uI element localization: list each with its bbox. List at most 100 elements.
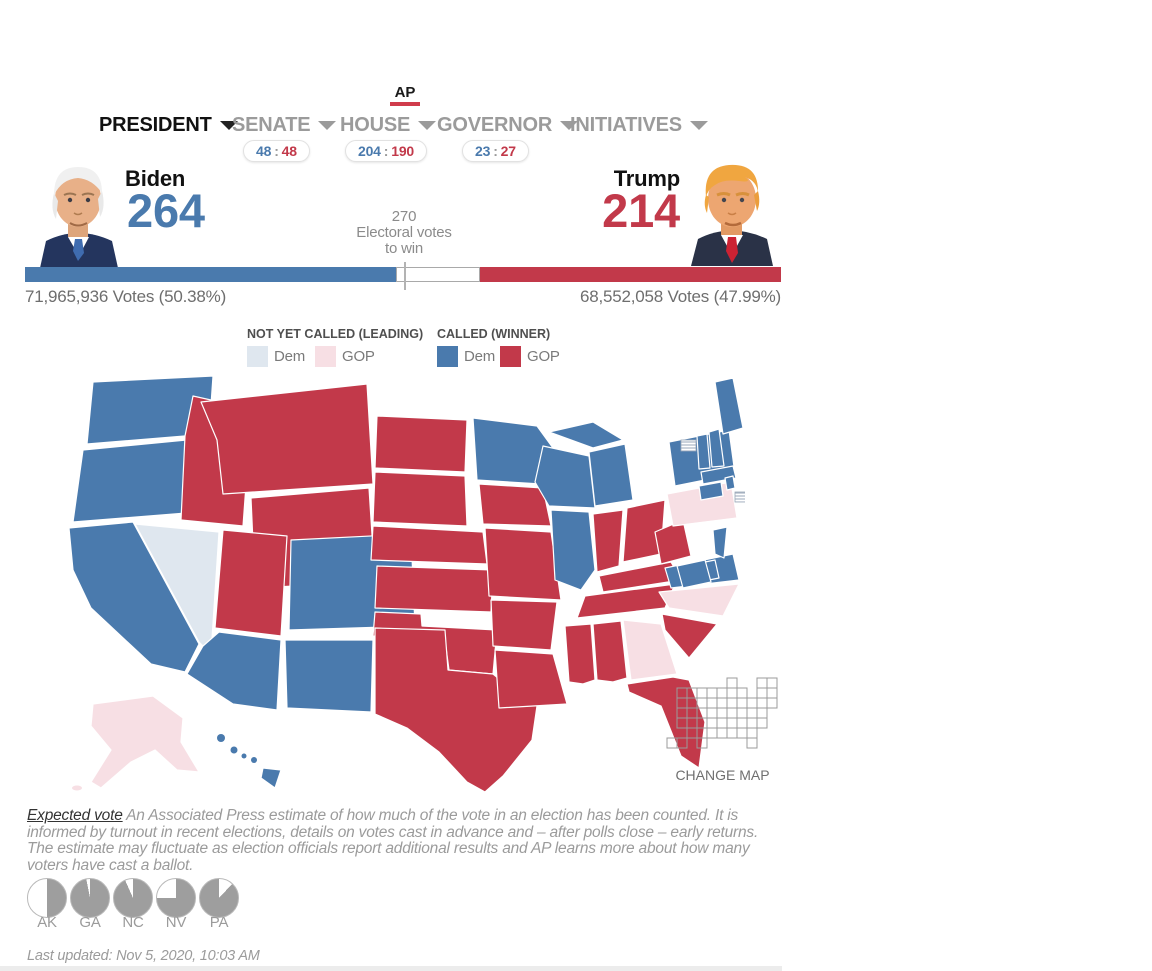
last-updated: Last updated: Nov 5, 2020, 10:03 AM [27, 948, 260, 964]
us-election-map [68, 375, 745, 793]
tab-senate[interactable]: SENATE [232, 114, 337, 137]
small-state-callout [734, 491, 745, 503]
expected-vote-pie-AK [27, 878, 67, 918]
ap-logo-text: AP [394, 84, 416, 101]
bar-remaining [395, 267, 481, 282]
state-WI[interactable] [534, 445, 596, 509]
threshold-value: 270 [391, 208, 417, 225]
expected-vote-title: Expected vote [27, 807, 123, 824]
house-dem-count: 204 [358, 143, 381, 159]
state-ME[interactable] [714, 377, 744, 435]
state-NJ[interactable] [712, 526, 728, 559]
state-NC[interactable] [658, 583, 740, 617]
state-RI[interactable] [724, 475, 736, 491]
state-HI[interactable] [251, 757, 257, 763]
ap-logo-underline [390, 102, 420, 106]
legend-called-title: CALLED (WINNER) [437, 327, 551, 341]
state-IA[interactable] [478, 483, 552, 527]
dem-popular-votes: 71,965,936 Votes (50.38%) [25, 287, 227, 306]
state-AR[interactable] [490, 599, 558, 651]
state-HI[interactable] [230, 746, 238, 754]
chevron-down-icon [560, 121, 579, 131]
state-MT[interactable] [200, 383, 374, 495]
state-AZ[interactable] [186, 631, 282, 711]
pill-separator: : [383, 143, 389, 159]
gop-candidate-name: Trump [613, 166, 680, 191]
threshold-line1: Electoral votes [356, 224, 452, 241]
state-HI[interactable] [241, 753, 247, 759]
legend-swatch-dem-leading [247, 346, 268, 367]
pie-label-GA: GA [79, 914, 101, 931]
legend-swatch-gop-leading [315, 346, 336, 367]
state-MI[interactable] [588, 443, 634, 507]
dem-electoral-count: 264 [127, 184, 205, 237]
state-MS[interactable] [564, 623, 596, 685]
state-KS[interactable] [374, 565, 494, 613]
state-SC[interactable] [661, 613, 718, 659]
gop-electoral-count: 214 [602, 184, 680, 237]
expected-vote-pie-PA [199, 878, 239, 918]
electoral-bar [25, 262, 781, 290]
state-ND[interactable] [374, 415, 468, 473]
state-VT[interactable] [696, 433, 711, 470]
state-NM[interactable] [284, 639, 374, 713]
state-NE[interactable] [370, 525, 488, 565]
state-HI[interactable] [260, 767, 282, 789]
dem-candidate-name: Biden [125, 166, 186, 191]
state-HI[interactable] [217, 734, 225, 742]
small-state-callout [680, 439, 697, 452]
state-IN[interactable] [592, 509, 624, 573]
change-map-button[interactable]: CHANGE MAP [660, 676, 785, 783]
cartogram-grid-icon [666, 677, 778, 749]
senate-dem-count: 48 [256, 143, 272, 159]
state-AL[interactable] [592, 620, 628, 683]
state-GA[interactable] [622, 619, 678, 681]
biden-portrait [40, 167, 118, 268]
state-MO[interactable] [484, 527, 562, 601]
chevron-down-icon [318, 121, 337, 131]
expected-vote-pie-GA [70, 878, 110, 918]
state-MD[interactable] [676, 559, 712, 589]
state-AK[interactable] [90, 695, 200, 789]
tab-president[interactable]: PRESIDENT [99, 114, 238, 137]
legend-gop-leading-label: GOP [342, 348, 375, 365]
governor-score-pill: 23:27 [462, 140, 529, 162]
state-IL[interactable] [550, 509, 596, 591]
state-TX[interactable] [374, 627, 538, 793]
state-CA[interactable] [68, 521, 200, 673]
state-FL[interactable] [626, 676, 706, 769]
tab-initiatives-label: INITIATIVES [570, 114, 682, 136]
ap-logo[interactable]: AP [390, 84, 420, 106]
pill-separator: : [493, 143, 498, 159]
pie-label-PA: PA [209, 914, 229, 931]
pill-separator: : [274, 143, 279, 159]
legend-dem-leading-label: Dem [274, 348, 306, 365]
chevron-down-icon [689, 121, 708, 131]
pie-label-AK: AK [37, 914, 57, 931]
state-MI[interactable] [548, 421, 624, 449]
state-TN[interactable] [576, 583, 676, 619]
legend-gop-winner-label: GOP [527, 348, 560, 365]
bar-gop-fill [480, 267, 781, 282]
state-LA[interactable] [494, 649, 568, 709]
legend-dem-winner-label: Dem [464, 348, 496, 365]
chevron-down-icon [418, 121, 437, 131]
state-CT[interactable] [698, 481, 724, 501]
legend-swatch-dem-winner [437, 346, 458, 367]
house-gop-count: 190 [391, 143, 414, 159]
tab-house[interactable]: HOUSE [340, 114, 437, 137]
state-AK[interactable] [72, 785, 82, 791]
expected-vote-pie-NV [156, 878, 196, 918]
legend-swatch-gop-winner [500, 346, 521, 367]
state-SD[interactable] [372, 471, 468, 527]
trump-portrait [691, 164, 773, 266]
state-NH[interactable] [708, 428, 725, 468]
state-UT[interactable] [214, 529, 288, 637]
senate-score-pill: 48:48 [243, 140, 310, 162]
tab-initiatives[interactable]: INITIATIVES [570, 114, 708, 137]
house-score-pill: 204:190 [345, 140, 427, 162]
tab-governor[interactable]: GOVERNOR [437, 114, 579, 137]
expected-vote-body: An Associated Press estimate of how much… [27, 807, 759, 874]
tab-senate-label: SENATE [232, 114, 311, 136]
